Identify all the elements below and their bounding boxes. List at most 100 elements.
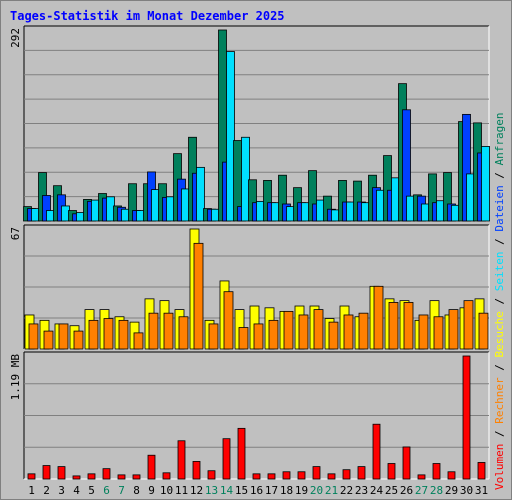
x-tick-label-day-9: 9 bbox=[148, 484, 155, 497]
bar-rechner-day-15 bbox=[238, 327, 249, 350]
legend-separator: / bbox=[493, 358, 506, 378]
bar-rechner-day-13 bbox=[208, 323, 219, 350]
chart-title: Tages-Statistik im Monat Dezember 2025 bbox=[10, 9, 285, 23]
bar-rechner-day-5 bbox=[88, 319, 99, 350]
x-tick-label-day-18: 18 bbox=[280, 484, 293, 497]
x-tick-label-day-6: 6 bbox=[103, 484, 110, 497]
panel-volume: 1.19 MB bbox=[9, 351, 490, 480]
bar-rechner-day-22 bbox=[343, 314, 354, 350]
bar-volumen-day-28 bbox=[432, 463, 441, 480]
bar-rechner-day-3 bbox=[58, 323, 69, 350]
bar-rechner-day-8 bbox=[133, 332, 144, 350]
y-max-label-volume: 1.19 MB bbox=[9, 354, 22, 401]
y-max-label-requests: 292 bbox=[9, 28, 22, 48]
legend-separator: / bbox=[493, 424, 506, 444]
bar-volumen-day-20 bbox=[312, 466, 321, 480]
bar-volumen-day-23 bbox=[357, 466, 366, 480]
legend-item-seiten: Seiten bbox=[493, 252, 506, 292]
bar-volumen-day-27 bbox=[417, 474, 426, 480]
bar-rechner-day-2 bbox=[43, 330, 54, 350]
legend-item-volumen: Volumen bbox=[493, 444, 506, 490]
x-tick-label-day-12: 12 bbox=[190, 484, 203, 497]
bar-rechner-day-1 bbox=[28, 323, 39, 350]
x-tick-label-day-30: 30 bbox=[460, 484, 473, 497]
bar-rechner-day-16 bbox=[253, 323, 264, 350]
bar-volumen-day-12 bbox=[192, 461, 201, 480]
panel-requests: 292 bbox=[9, 25, 490, 222]
bar-rechner-day-25 bbox=[388, 302, 399, 350]
bar-volumen-day-16 bbox=[252, 473, 261, 480]
legend-separator: / bbox=[493, 291, 506, 311]
bar-volumen-day-21 bbox=[327, 473, 336, 480]
bar-volumen-day-11 bbox=[177, 440, 186, 480]
bar-volumen-day-3 bbox=[57, 466, 66, 480]
legend: Volumen / Rechner / Besuche / Seiten / D… bbox=[493, 112, 506, 490]
bar-volumen-day-8 bbox=[132, 474, 141, 480]
bar-volumen-day-4 bbox=[72, 475, 81, 480]
bar-rechner-day-17 bbox=[268, 319, 279, 350]
bar-rechner-day-9 bbox=[148, 312, 159, 350]
legend-separator: / bbox=[493, 165, 506, 185]
bar-rechner-day-26 bbox=[403, 302, 414, 350]
bar-rechner-day-18 bbox=[283, 310, 294, 350]
bar-rechner-day-20 bbox=[313, 309, 324, 350]
x-tick-label-day-24: 24 bbox=[370, 484, 384, 497]
x-tick-label-day-15: 15 bbox=[235, 484, 248, 497]
bar-volumen-day-17 bbox=[267, 473, 276, 480]
x-tick-label-day-5: 5 bbox=[88, 484, 95, 497]
bar-volumen-day-24 bbox=[372, 423, 381, 480]
bar-volumen-day-14 bbox=[222, 438, 231, 480]
bar-volumen-day-19 bbox=[297, 471, 306, 480]
legend-item-dateien: Dateien bbox=[493, 185, 506, 231]
bar-volumen-day-7 bbox=[117, 474, 126, 480]
x-tick-label-day-2: 2 bbox=[43, 484, 50, 497]
x-tick-label-day-29: 29 bbox=[445, 484, 458, 497]
legend-item-anfragen: Anfragen bbox=[493, 112, 506, 165]
bar-rechner-day-11 bbox=[178, 316, 189, 350]
bar-volumen-day-1 bbox=[27, 473, 36, 480]
x-tick-label-day-26: 26 bbox=[400, 484, 413, 497]
x-tick-label-day-13: 13 bbox=[205, 484, 218, 497]
x-tick-label-day-1: 1 bbox=[28, 484, 35, 497]
bar-rechner-day-12 bbox=[193, 242, 204, 350]
bar-volumen-day-22 bbox=[342, 469, 351, 480]
bar-rechner-day-28 bbox=[433, 316, 444, 350]
bar-volumen-day-5 bbox=[87, 473, 96, 480]
bar-volumen-day-31 bbox=[477, 462, 486, 480]
bar-volumen-day-13 bbox=[207, 470, 216, 480]
x-tick-label-day-25: 25 bbox=[385, 484, 398, 497]
legend-item-besuche: Besuche bbox=[493, 311, 506, 357]
bar-rechner-day-10 bbox=[163, 312, 174, 350]
bar-volumen-day-2 bbox=[42, 465, 51, 480]
bar-rechner-day-14 bbox=[223, 291, 234, 350]
bar-volumen-day-30 bbox=[462, 355, 471, 480]
x-tick-label-day-23: 23 bbox=[355, 484, 368, 497]
x-tick-label-day-10: 10 bbox=[160, 484, 173, 497]
x-tick-label-day-20: 20 bbox=[310, 484, 323, 497]
x-tick-label-day-21: 21 bbox=[325, 484, 338, 497]
x-tick-label-day-8: 8 bbox=[133, 484, 140, 497]
bar-seiten-day-31 bbox=[481, 146, 490, 222]
x-tick-label-day-19: 19 bbox=[295, 484, 308, 497]
bar-volumen-day-15 bbox=[237, 427, 246, 480]
legend-item-rechner: Rechner bbox=[493, 377, 506, 424]
bar-volumen-day-18 bbox=[282, 471, 291, 480]
bar-rechner-day-7 bbox=[118, 319, 129, 350]
bar-rechner-day-19 bbox=[298, 314, 309, 350]
bar-volumen-day-10 bbox=[162, 472, 171, 480]
x-tick-label-day-14: 14 bbox=[220, 484, 234, 497]
y-max-label-visits: 67 bbox=[9, 227, 22, 240]
bar-rechner-day-21 bbox=[328, 321, 339, 350]
bar-rechner-day-6 bbox=[103, 318, 114, 350]
bar-rechner-day-31 bbox=[478, 312, 489, 350]
bar-seiten-day-12 bbox=[196, 166, 205, 222]
bar-rechner-day-30 bbox=[463, 300, 474, 350]
bar-volumen-day-6 bbox=[102, 468, 111, 480]
bar-volumen-day-29 bbox=[447, 471, 456, 480]
bar-volumen-day-25 bbox=[387, 463, 396, 480]
x-tick-label-day-31: 31 bbox=[475, 484, 488, 497]
legend-separator: / bbox=[493, 232, 506, 252]
bar-rechner-day-27 bbox=[418, 314, 429, 350]
